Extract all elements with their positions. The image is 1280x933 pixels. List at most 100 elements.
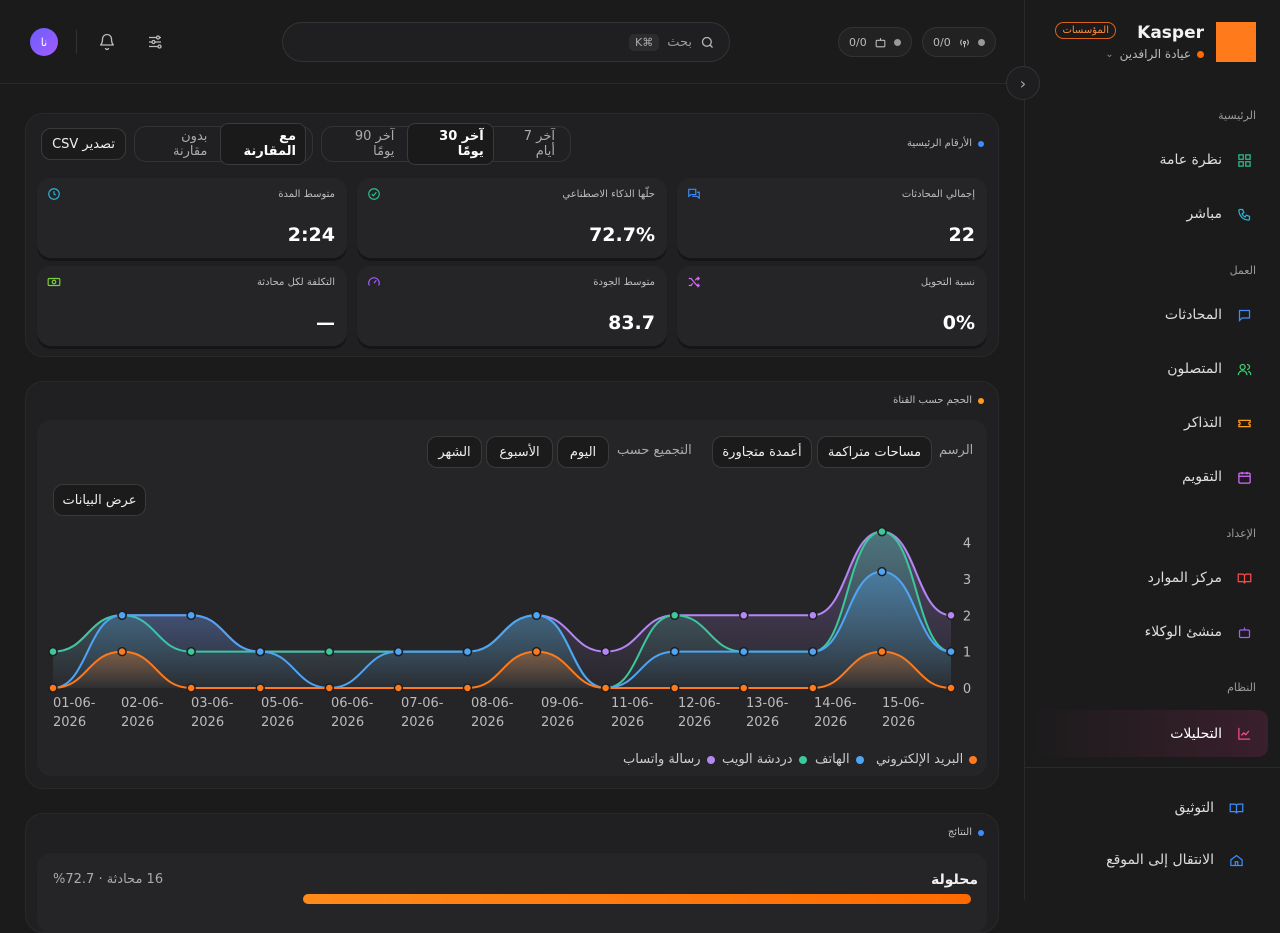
x-tick-label: 11-06- bbox=[611, 696, 654, 711]
status-dot bbox=[977, 38, 985, 46]
label-dot bbox=[978, 397, 984, 404]
result-row-value: 16 محادثة · 72.7% bbox=[53, 872, 164, 887]
series-line bbox=[52, 570, 952, 690]
section-main: الرئيسية bbox=[1218, 109, 1256, 122]
stat-value: — bbox=[316, 312, 335, 334]
stat-total-conversations: إجمالي المحادثات 22 bbox=[677, 178, 987, 258]
sidebar-item-calendar[interactable]: التقويم bbox=[1032, 455, 1264, 499]
data-point bbox=[255, 683, 265, 693]
sidebar-item-website[interactable]: الانتقال إلى الموقع bbox=[1024, 838, 1256, 882]
sidebar-item-analytics[interactable]: التحليلات bbox=[1028, 710, 1268, 757]
search-placeholder: بحث bbox=[667, 34, 692, 50]
x-tick-label: 2026 bbox=[746, 715, 779, 730]
calls-status-pill[interactable]: 0/0 bbox=[922, 27, 996, 57]
sidebar-item-callers[interactable]: المتصلون bbox=[1032, 347, 1264, 391]
y-tick-label: 2 bbox=[963, 609, 971, 624]
filters-icon[interactable] bbox=[143, 30, 167, 54]
compare-on[interactable]: مع المقارنة bbox=[220, 123, 306, 165]
compare-selector: مع المقارنة بدون مقارنة bbox=[134, 123, 313, 165]
stat-title: نسبة التحويل bbox=[920, 277, 975, 288]
range-7d[interactable]: آخر 7 أيام bbox=[523, 129, 555, 159]
y-tick-label: 1 bbox=[963, 646, 971, 661]
sidebar-item-tickets[interactable]: التذاكر bbox=[1032, 401, 1264, 445]
x-tick-label: 05-06- bbox=[261, 696, 304, 711]
data-point bbox=[739, 610, 749, 621]
workspace-switcher[interactable]: عيادة الرافدين ⌄ bbox=[1105, 47, 1204, 61]
sidebar-item-resources[interactable]: مركز الموارد bbox=[1032, 556, 1264, 600]
group-week[interactable]: الأسبوع bbox=[486, 436, 553, 468]
calls-count: 0/0 bbox=[933, 35, 951, 49]
compare-off[interactable]: بدون مقارنة bbox=[173, 129, 208, 159]
export-csv-button[interactable]: تصدير CSV bbox=[41, 128, 126, 160]
data-point bbox=[669, 646, 680, 657]
sidebar-item-conversations[interactable]: المحادثات bbox=[1032, 293, 1264, 337]
workspace-name: عيادة الرافدين bbox=[1119, 47, 1191, 61]
range-30d[interactable]: آخر 30 يومًا bbox=[407, 123, 494, 165]
data-point bbox=[48, 646, 58, 657]
stat-transfer-rate: نسبة التحويل 0% bbox=[677, 266, 987, 346]
legend-whatsapp: رسالة واتساب bbox=[623, 752, 715, 767]
x-tick-label: 2026 bbox=[471, 715, 504, 730]
bots-status-pill[interactable]: 0/0 bbox=[838, 27, 912, 57]
x-tick-label: 2026 bbox=[611, 715, 644, 730]
x-tick-label: 06-06- bbox=[331, 696, 374, 711]
range-90d[interactable]: آخر 90 يومًا bbox=[354, 129, 395, 159]
bots-count: 0/0 bbox=[849, 35, 867, 49]
y-tick-label: 0 bbox=[963, 682, 971, 697]
data-point bbox=[877, 526, 887, 537]
data-point bbox=[324, 646, 335, 657]
chat-bubbles-icon bbox=[688, 188, 700, 200]
sidebar: Kasper المؤسسات عيادة الرافدين ⌄ الرئيسي… bbox=[1024, 0, 1280, 900]
group-day[interactable]: اليوم bbox=[557, 436, 609, 468]
x-tick-label: 15-06- bbox=[882, 696, 925, 711]
chart-type-stacked-area[interactable]: مساحات متراكمة bbox=[817, 436, 932, 468]
sidebar-item-live[interactable]: مباشر bbox=[1032, 192, 1264, 236]
broadcast-icon bbox=[959, 38, 969, 47]
shuffle-icon bbox=[688, 276, 701, 288]
key-metrics-label: الأرقام الرئيسية bbox=[907, 138, 984, 149]
ticket-icon bbox=[1236, 415, 1252, 431]
x-tick-label: 2026 bbox=[814, 715, 847, 730]
x-tick-label: 2026 bbox=[541, 715, 574, 730]
robot-icon bbox=[1236, 624, 1252, 640]
sidebar-item-agent-builder[interactable]: منشئ الوكلاء bbox=[1032, 610, 1264, 654]
legend-swatch bbox=[969, 755, 978, 764]
chart-type-grouped-bars[interactable]: أعمدة متجاورة bbox=[712, 436, 812, 468]
search-bar[interactable]: بحث ⌘K bbox=[282, 22, 730, 62]
bot-icon bbox=[875, 37, 886, 47]
sidebar-item-docs[interactable]: التوثيق bbox=[1024, 786, 1256, 830]
x-tick-label: 08-06- bbox=[471, 696, 514, 711]
clock-icon bbox=[48, 188, 60, 200]
collapse-sidebar-button[interactable]: ‹ bbox=[1006, 66, 1040, 100]
chevron-down-icon: ⌄ bbox=[1105, 48, 1114, 60]
status-dot bbox=[893, 38, 901, 46]
result-row-label: محلولة bbox=[931, 872, 978, 888]
sidebar-item-label: نظرة عامة bbox=[1159, 152, 1222, 168]
stat-value: 83.7 bbox=[608, 312, 655, 334]
brand-logo bbox=[1216, 22, 1256, 62]
group-month[interactable]: الشهر bbox=[427, 436, 482, 468]
legend-email: البريد الإلكتروني bbox=[876, 752, 978, 767]
data-point bbox=[186, 646, 196, 657]
data-point bbox=[117, 610, 127, 621]
bell-icon[interactable] bbox=[95, 30, 119, 54]
divider bbox=[76, 30, 77, 54]
sidebar-item-label: مركز الموارد bbox=[1147, 570, 1222, 586]
stat-value: 72.7% bbox=[589, 224, 655, 246]
sidebar-item-label: مباشر bbox=[1186, 206, 1222, 222]
data-point bbox=[669, 610, 680, 621]
resolved-bar bbox=[303, 894, 971, 904]
data-point bbox=[531, 610, 542, 621]
data-point bbox=[462, 646, 473, 657]
stat-avg-quality: متوسط الجودة 83.7 bbox=[357, 266, 667, 346]
x-tick-label: 2026 bbox=[331, 715, 364, 730]
data-point bbox=[808, 610, 818, 621]
sidebar-item-label: الانتقال إلى الموقع bbox=[1106, 852, 1214, 868]
sidebar-item-overview[interactable]: نظرة عامة bbox=[1032, 138, 1264, 182]
show-data-button[interactable]: عرض البيانات bbox=[53, 484, 146, 516]
stat-title: التكلفة لكل محادثة bbox=[256, 277, 335, 288]
legend-phone: الهاتف bbox=[815, 752, 864, 767]
user-avatar[interactable]: نا bbox=[30, 28, 58, 56]
sidebar-item-label: المحادثات bbox=[1164, 307, 1222, 323]
grid-icon bbox=[1236, 152, 1252, 168]
